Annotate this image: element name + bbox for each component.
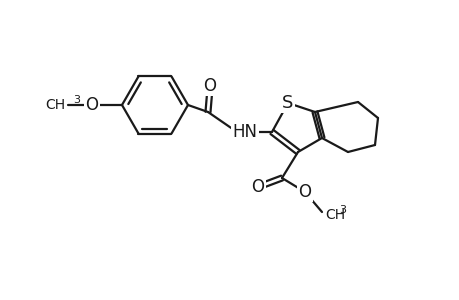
Text: CH: CH xyxy=(45,98,65,112)
Text: HN: HN xyxy=(232,123,257,141)
Text: 3: 3 xyxy=(73,95,80,105)
Text: O: O xyxy=(203,77,216,95)
Text: O: O xyxy=(298,183,311,201)
Text: O: O xyxy=(85,96,98,114)
Text: O: O xyxy=(251,178,264,196)
Text: S: S xyxy=(282,94,293,112)
Text: CH: CH xyxy=(325,208,344,222)
Text: 3: 3 xyxy=(338,205,345,215)
